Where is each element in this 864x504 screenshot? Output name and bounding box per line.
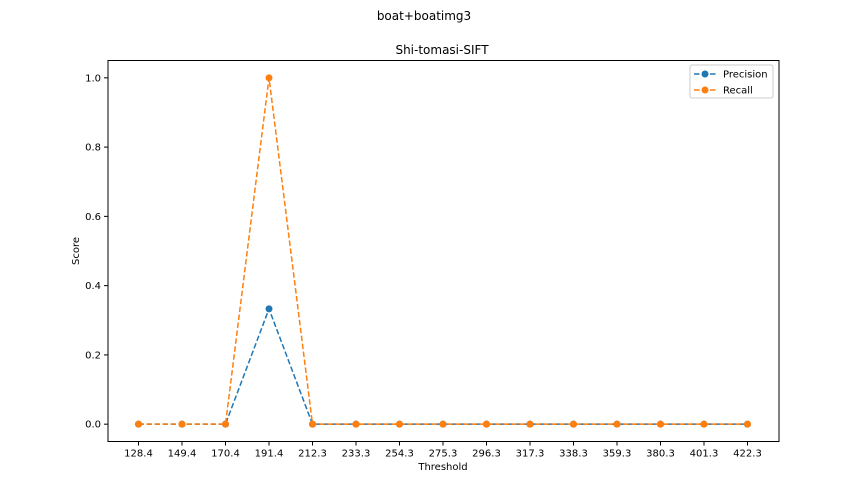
recall-point xyxy=(396,420,403,428)
recall-point xyxy=(744,420,751,428)
x-tick-label: 128.4 xyxy=(124,449,153,460)
y-tick-label: 0.6 xyxy=(85,212,101,223)
recall-point xyxy=(222,420,229,428)
series-layer xyxy=(135,74,751,428)
x-axis-ticks: 128.4 149.4 170.4 191.4 212.3 233.3 254.3 275.3… xyxy=(124,441,762,460)
x-tick-label: 422.3 xyxy=(733,449,762,460)
y-tick-label: 1.0 xyxy=(85,73,101,84)
x-tick-label: 233.3 xyxy=(342,449,371,460)
x-tick-label: 254.3 xyxy=(385,449,414,460)
figure-suptitle: boat+boatimg3 xyxy=(377,9,471,23)
legend-label-recall: Recall xyxy=(723,86,753,97)
x-tick-label: 212.3 xyxy=(298,449,327,460)
legend-swatch-marker xyxy=(701,86,709,94)
legend-label-precision: Precision xyxy=(723,70,768,81)
recall-point xyxy=(439,420,447,428)
recall-point xyxy=(135,420,142,428)
y-tick-label: 0.0 xyxy=(85,420,101,431)
legend-item-recall: Recall xyxy=(694,86,753,97)
y-axis-label: Score xyxy=(71,237,82,265)
x-tick-label: 275.3 xyxy=(429,449,458,460)
plot-frame xyxy=(107,60,780,442)
y-axis-ticks: 0.0 0.2 0.4 0.6 0.8 1.0 xyxy=(85,73,108,431)
y-tick-label: 0.4 xyxy=(85,281,101,292)
x-axis-label: Threshold xyxy=(417,462,467,473)
x-tick-label: 296.3 xyxy=(472,449,501,460)
x-tick-label: 317.3 xyxy=(516,449,545,460)
y-tick-label: 0.2 xyxy=(85,350,101,361)
recall-point xyxy=(613,420,621,428)
x-tick-label: 149.4 xyxy=(168,449,197,460)
x-tick-label: 380.3 xyxy=(646,449,675,460)
legend-item-precision: Precision xyxy=(694,70,768,81)
precision-point xyxy=(265,305,273,313)
x-tick-label: 401.3 xyxy=(690,449,719,460)
legend-swatch-marker xyxy=(701,70,709,78)
recall-point xyxy=(526,420,534,428)
x-tick-label: 359.3 xyxy=(603,449,632,460)
recall-point xyxy=(700,420,708,428)
x-tick-label: 170.4 xyxy=(211,449,240,460)
plot-area: 0.0 0.2 0.4 0.6 0.8 1.0 128.4 149.4 170.4 191.4 2… xyxy=(85,60,780,460)
x-tick-label: 338.3 xyxy=(559,449,588,460)
legend: Precision Recall xyxy=(689,64,774,99)
chart-title: Shi-tomasi-SIFT xyxy=(395,43,489,57)
recall-point xyxy=(178,420,186,428)
y-tick-label: 0.8 xyxy=(85,143,101,154)
recall-point xyxy=(570,420,577,428)
recall-point xyxy=(309,420,316,428)
recall-point xyxy=(657,420,664,428)
recall-point xyxy=(352,420,360,428)
recall-point xyxy=(483,420,490,428)
recall-point xyxy=(265,74,273,82)
x-tick-label: 191.4 xyxy=(255,449,284,460)
